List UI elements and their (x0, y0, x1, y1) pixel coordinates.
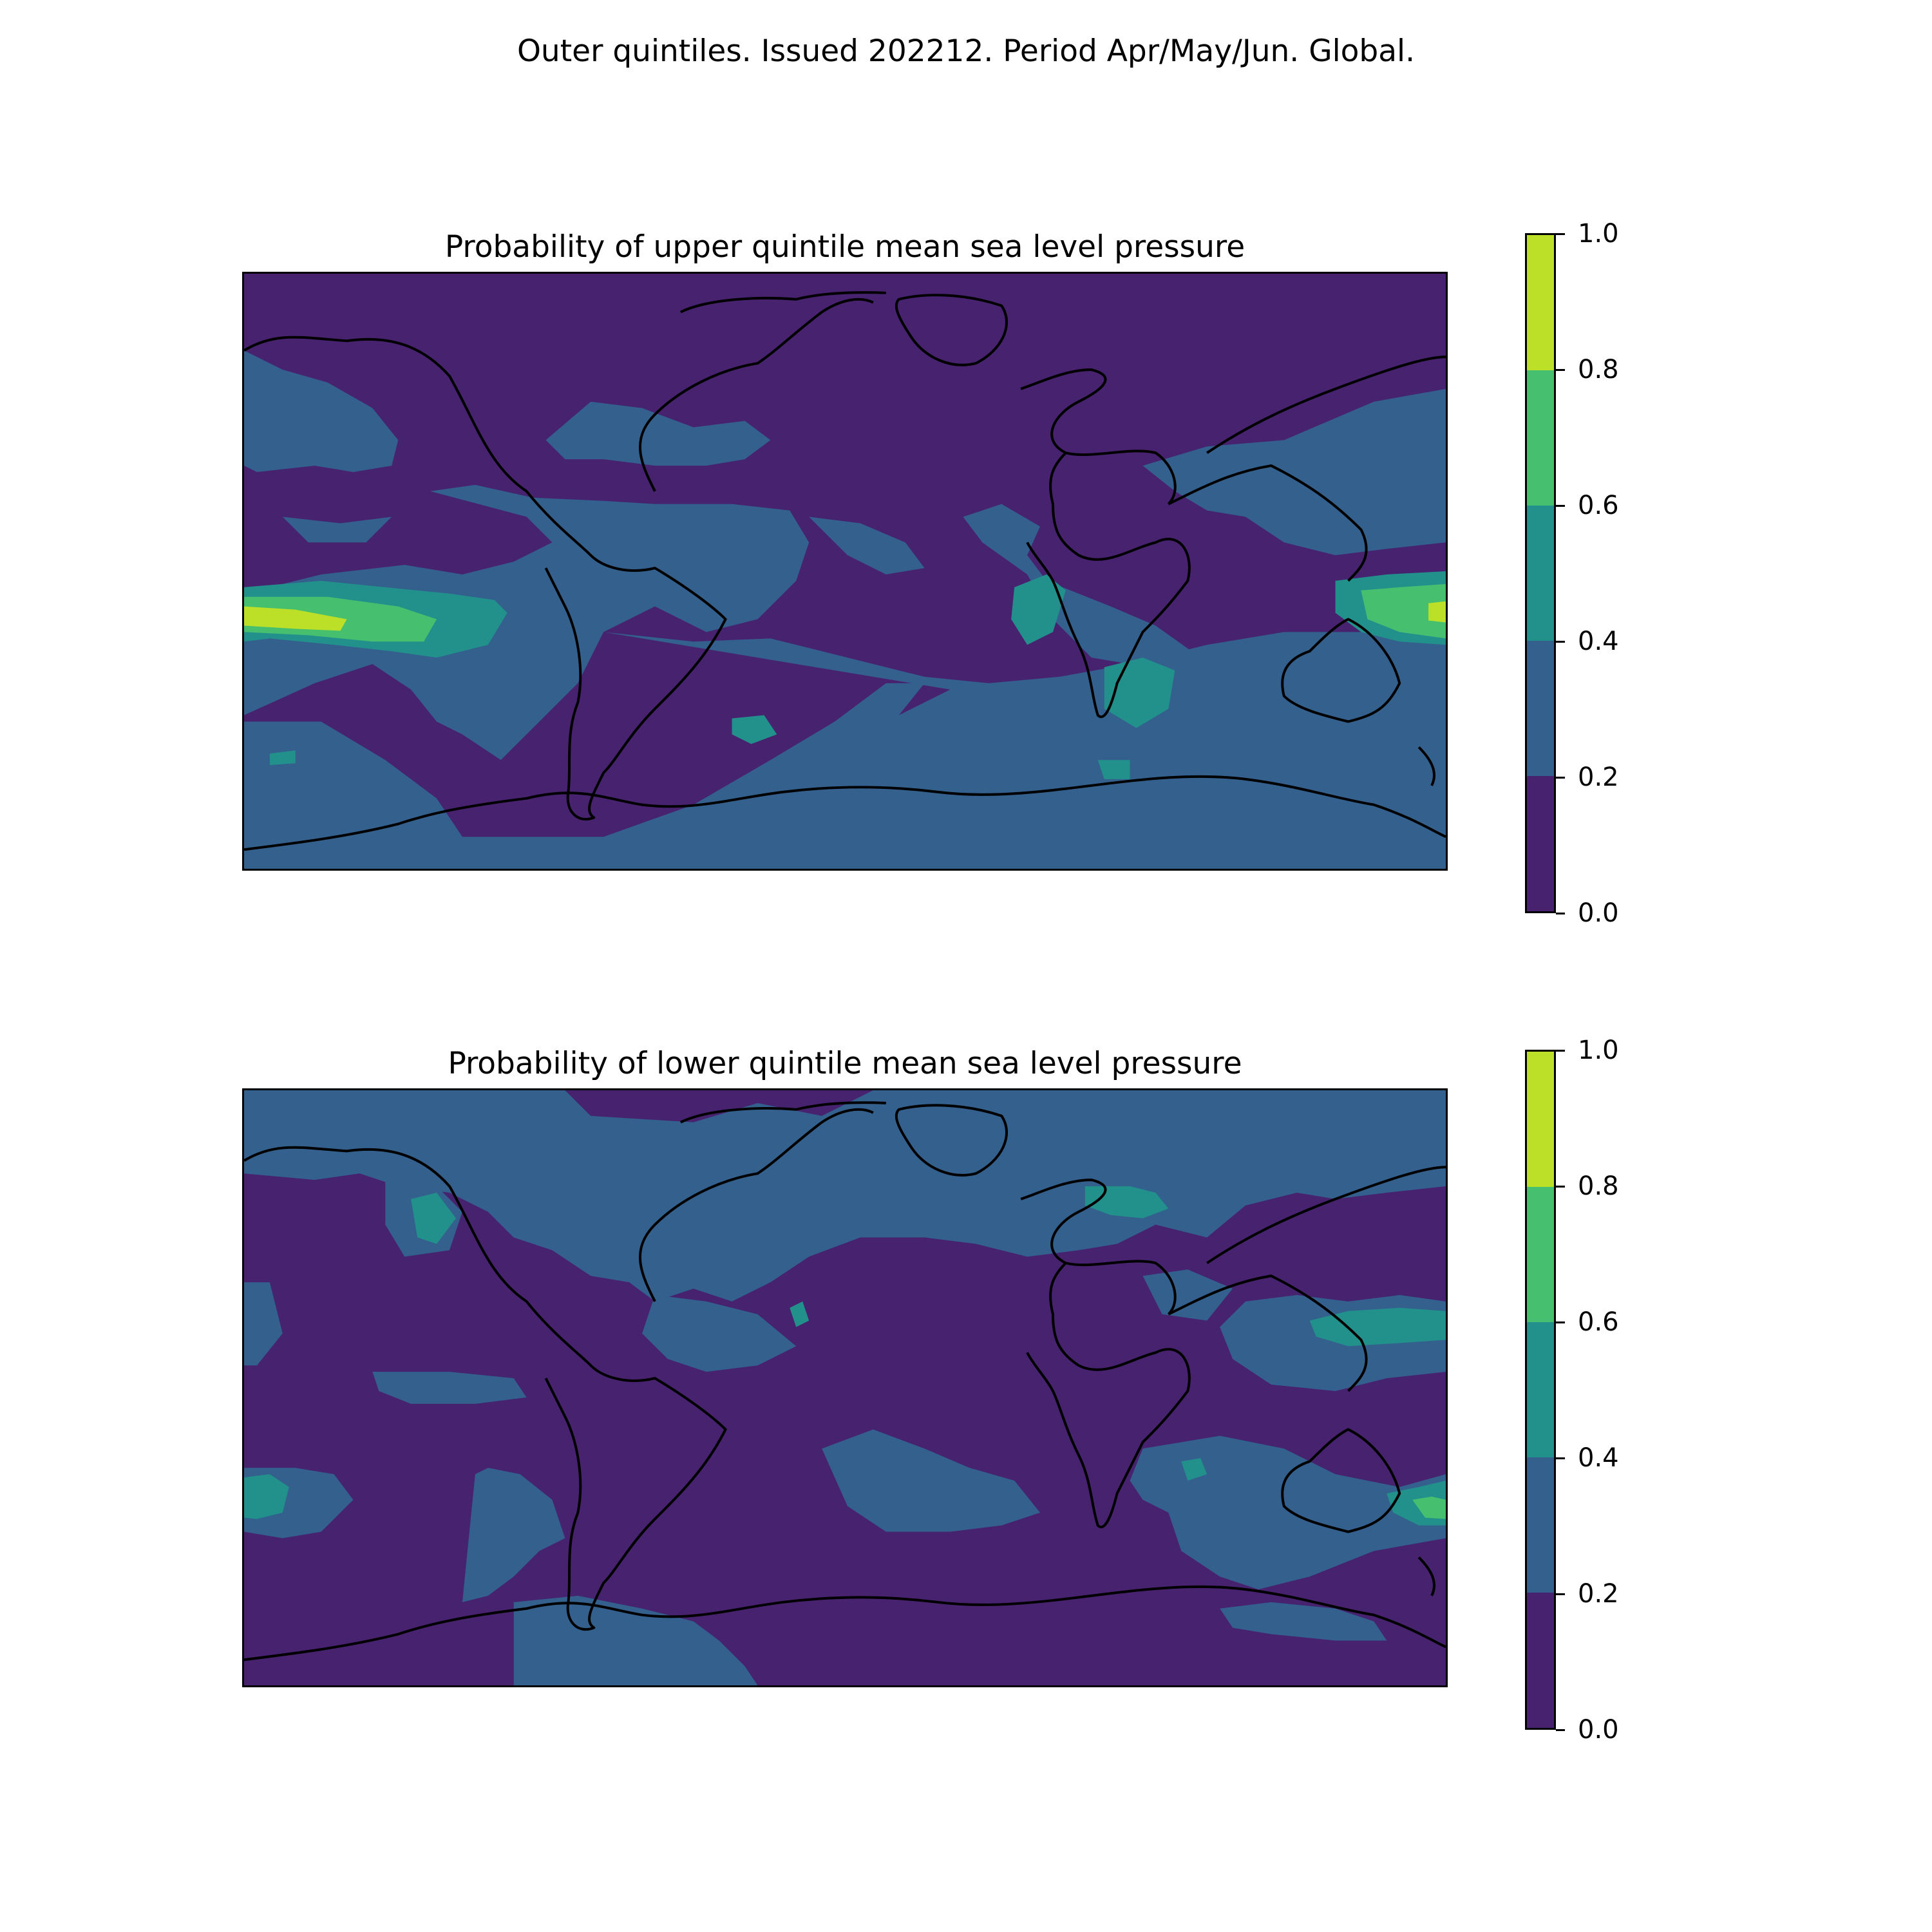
figure-title: Outer quintiles. Issued 202212. Period A… (516, 33, 1416, 69)
upper-panel-title: Probability of upper quintile mean sea l… (444, 229, 1245, 265)
lower-quintile-map (242, 1088, 1448, 1687)
lower-colorbar-bin-3 (1527, 1187, 1554, 1322)
upper-colorbar-label: 0.4 (1578, 627, 1619, 656)
upper-colorbar-bin-4 (1527, 235, 1554, 370)
upper-colorbar-label: 0.6 (1578, 491, 1619, 520)
lower-colorbar-label: 0.0 (1578, 1715, 1619, 1745)
upper-colorbar-tick (1556, 913, 1565, 914)
lower-colorbar-tick (1556, 1593, 1565, 1595)
upper-colorbar-label: 1.0 (1578, 219, 1619, 249)
upper-colorbar-tick (1556, 505, 1565, 507)
upper-colorbar-tick (1556, 233, 1565, 235)
upper-colorbar-tick (1556, 369, 1565, 371)
upper-colorbar-tick (1556, 641, 1565, 643)
lower-colorbar-label: 0.2 (1578, 1579, 1619, 1609)
lower-colorbar-label: 0.4 (1578, 1443, 1619, 1473)
upper-colorbar-label: 0.2 (1578, 762, 1619, 792)
lower-colorbar-tick (1556, 1457, 1565, 1459)
lower-panel-title: Probability of lower quintile mean sea l… (448, 1046, 1242, 1081)
upper-colorbar-label: 0.8 (1578, 355, 1619, 384)
lower-colorbar-bin-4 (1527, 1052, 1554, 1187)
lower-colorbar-bin-1 (1527, 1457, 1554, 1593)
upper-colorbar-bin-3 (1527, 370, 1554, 506)
upper-colorbar-bin-1 (1527, 641, 1554, 776)
upper-colorbar-label: 0.0 (1578, 898, 1619, 928)
lower-colorbar-label: 0.8 (1578, 1171, 1619, 1201)
upper-colorbar-tick (1556, 777, 1565, 779)
upper-map-field (244, 291, 1446, 869)
upper-colorbar-bin-0 (1527, 776, 1554, 911)
lower-colorbar-tick (1556, 1321, 1565, 1323)
lower-colorbar-bin-0 (1527, 1593, 1554, 1728)
lower-colorbar (1525, 1050, 1556, 1730)
lower-colorbar-bin-2 (1527, 1322, 1554, 1457)
upper-colorbar-bin-2 (1527, 506, 1554, 641)
lower-map-field (244, 1090, 1446, 1685)
upper-colorbar (1525, 233, 1556, 913)
lower-colorbar-tick (1556, 1186, 1565, 1188)
upper-quintile-map (242, 272, 1448, 871)
lower-colorbar-label: 1.0 (1578, 1036, 1619, 1065)
lower-colorbar-tick (1556, 1050, 1565, 1052)
lower-colorbar-tick (1556, 1729, 1565, 1731)
lower-colorbar-label: 0.6 (1578, 1307, 1619, 1337)
